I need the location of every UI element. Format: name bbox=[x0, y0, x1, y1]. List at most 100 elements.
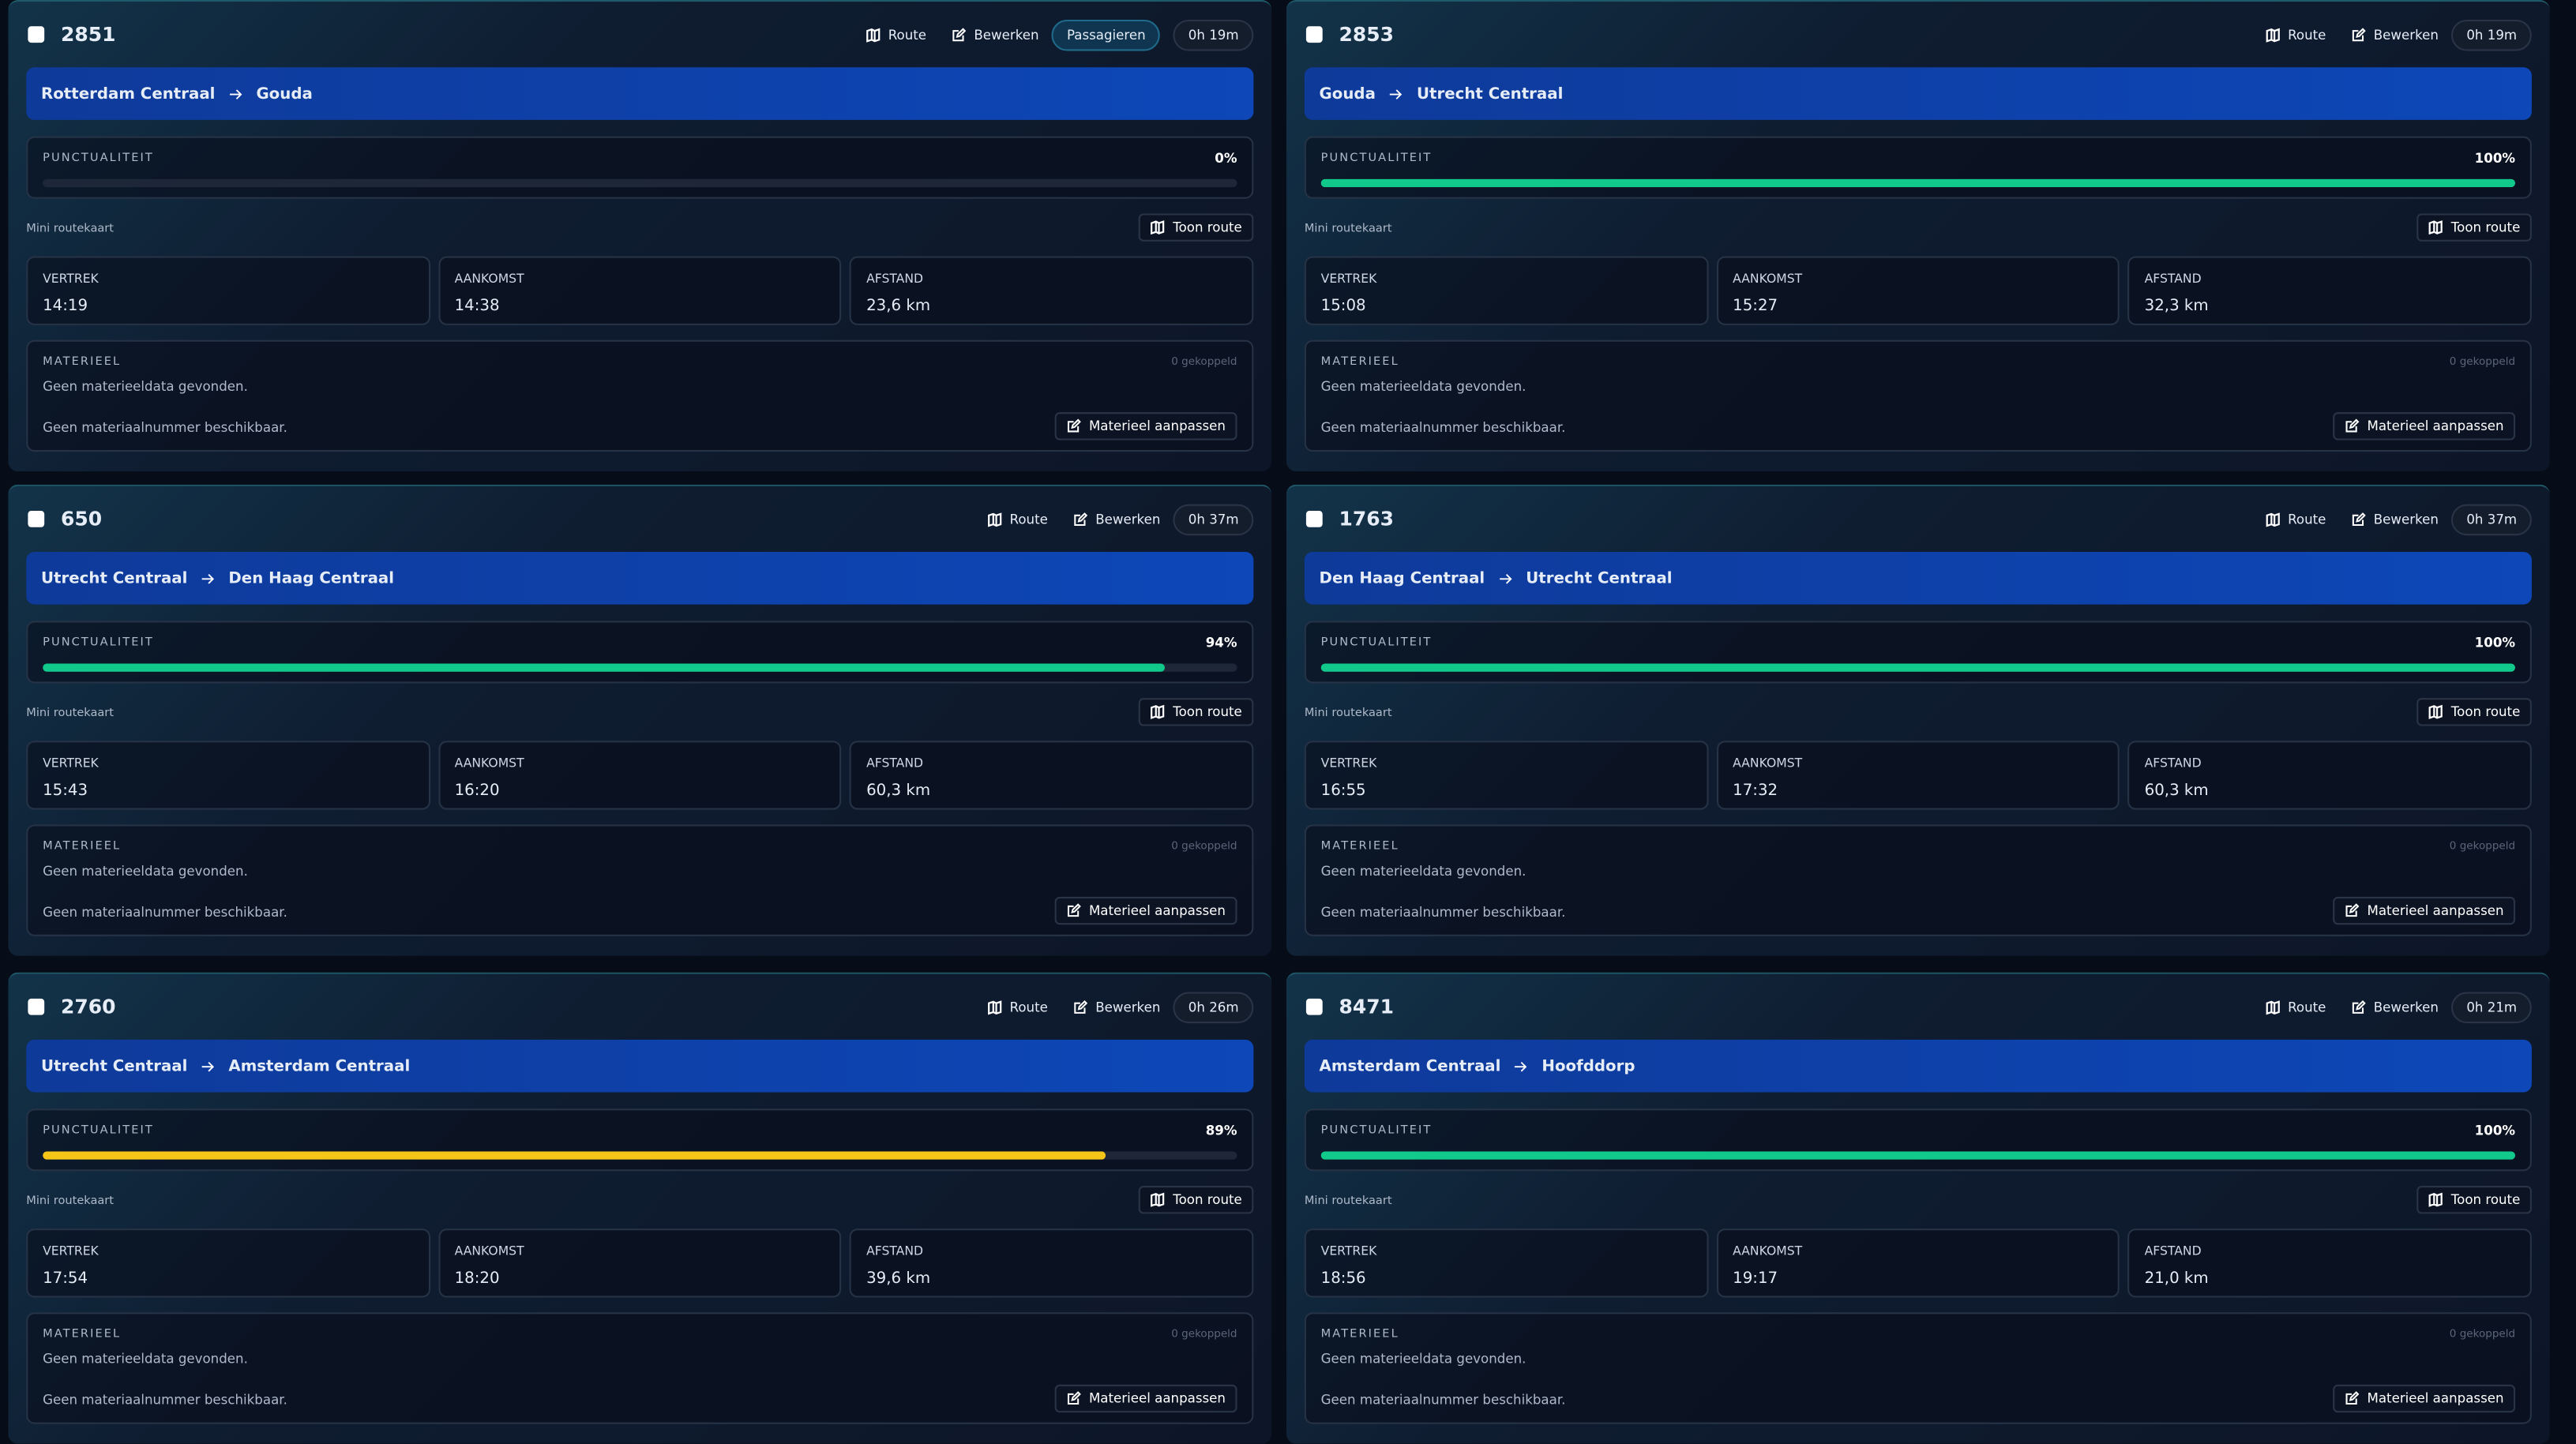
departure-value: 15:43 bbox=[43, 782, 88, 801]
punctuality-box: PUNCTUALITEIT 89% bbox=[26, 1108, 1254, 1172]
show-route-button[interactable]: Toon route bbox=[1138, 213, 1254, 242]
card-header: 2853 Route Bewerken 0h 19m bbox=[1305, 2, 2532, 67]
edit-text: Bewerken bbox=[2373, 512, 2439, 527]
route-button[interactable]: Route bbox=[2265, 1000, 2326, 1015]
map-icon bbox=[866, 27, 880, 42]
route-button[interactable]: Route bbox=[986, 999, 1048, 1015]
punctuality-row: PUNCTUALITEIT 94% bbox=[43, 636, 1237, 651]
edit-material-button[interactable]: Materieel aanpassen bbox=[1054, 412, 1237, 441]
select-checkbox[interactable] bbox=[1305, 26, 1323, 43]
select-checkbox[interactable] bbox=[28, 511, 45, 527]
show-route-text: Toon route bbox=[2450, 1192, 2521, 1208]
material-box: MATERIEEL 0 gekoppeld Geen materieeldata g… bbox=[1304, 339, 2532, 452]
edit-material-button[interactable]: Materieel aanpassen bbox=[1054, 1384, 1237, 1413]
select-checkbox[interactable] bbox=[1305, 998, 1323, 1015]
show-route-button[interactable]: Toon route bbox=[2416, 1186, 2532, 1214]
punctuality-track bbox=[1320, 663, 2516, 672]
edit-button[interactable]: Bewerken bbox=[2351, 512, 2439, 527]
punctuality-value: 94% bbox=[1205, 636, 1237, 651]
arrow-icon bbox=[1390, 88, 1403, 99]
material-header: MATERIEEL 0 gekoppeld bbox=[1321, 354, 2515, 368]
material-label: MATERIEEL bbox=[43, 354, 122, 369]
select-checkbox[interactable] bbox=[28, 26, 45, 43]
no-number-text: Geen materiaalnummer beschikbaar. bbox=[43, 420, 287, 436]
show-route-text: Toon route bbox=[1173, 1192, 1242, 1208]
map-icon bbox=[2265, 27, 2279, 42]
origin: Utrecht Centraal bbox=[41, 1056, 188, 1075]
no-number-text: Geen materiaalnummer beschikbaar. bbox=[1320, 905, 1566, 921]
show-route-button[interactable]: Toon route bbox=[2416, 213, 2532, 242]
departure-label: VERTREK bbox=[43, 1243, 99, 1258]
material-label: MATERIEEL bbox=[1320, 354, 1399, 369]
edit-text: Bewerken bbox=[974, 27, 1039, 43]
punctuality-value: 100% bbox=[2474, 1123, 2516, 1138]
route-text: Route bbox=[2288, 27, 2326, 43]
distance-box: AFSTAND 60,3 km bbox=[850, 741, 1254, 810]
punctuality-box: PUNCTUALITEIT 100% bbox=[1304, 1108, 2532, 1172]
route-text: Route bbox=[1009, 512, 1048, 527]
departure-value: 14:19 bbox=[43, 297, 88, 316]
arrow-icon bbox=[1499, 573, 1512, 583]
material-box: MATERIEEL 0 gekoppeld Geen materieeldata g… bbox=[26, 339, 1254, 452]
origin: Rotterdam Centraal bbox=[41, 84, 216, 103]
edit-material-button[interactable]: Materieel aanpassen bbox=[2332, 1384, 2516, 1413]
route-banner: Den Haag Centraal Utrecht Centraal bbox=[1304, 552, 2532, 605]
punctuality-row: PUNCTUALITEIT 100% bbox=[1321, 636, 2515, 651]
edit-material-text: Materieel aanpassen bbox=[2367, 903, 2504, 918]
train-number: 650 bbox=[60, 507, 103, 531]
select-checkbox[interactable] bbox=[28, 998, 45, 1015]
punctuality-row: PUNCTUALITEIT 100% bbox=[1321, 151, 2515, 166]
edit-material-button[interactable]: Materieel aanpassen bbox=[2332, 896, 2516, 925]
no-material-text: Geen materieeldata gevonden. bbox=[1320, 1352, 1526, 1367]
route-banner: Rotterdam Centraal Gouda bbox=[26, 67, 1254, 120]
edit-icon bbox=[952, 27, 966, 41]
duration-pill: 0h 19m bbox=[2451, 18, 2532, 51]
distance-box: AFSTAND 60,3 km bbox=[2127, 741, 2532, 810]
show-route-button[interactable]: Toon route bbox=[1138, 698, 1254, 726]
show-route-button[interactable]: Toon route bbox=[1138, 1186, 1254, 1214]
edit-button[interactable]: Bewerken bbox=[1072, 1000, 1160, 1015]
distance-box: AFSTAND 39,6 km bbox=[850, 1228, 1254, 1298]
route-button[interactable]: Route bbox=[866, 27, 926, 42]
edit-button[interactable]: Bewerken bbox=[2351, 27, 2439, 42]
punctuality-box: PUNCTUALITEIT 100% bbox=[1304, 136, 2532, 199]
route-button[interactable]: Route bbox=[2265, 512, 2326, 527]
trip-card: 650 Route Bewerken 0h 37m Utrecht Centraal De… bbox=[8, 484, 1272, 956]
edit-material-button[interactable]: Materieel aanpassen bbox=[1054, 896, 1237, 925]
trip-card: 2853 Route Bewerken 0h 19m Gouda Utrecht Cent… bbox=[1286, 0, 2550, 472]
edit-button[interactable]: Bewerken bbox=[2351, 1000, 2439, 1015]
show-route-button[interactable]: Toon route bbox=[2416, 698, 2532, 726]
coupled-count: 0 gekoppeld bbox=[2449, 354, 2516, 369]
no-material-text: Geen materieeldata gevonden. bbox=[1320, 379, 1526, 395]
material-label: MATERIEEL bbox=[1320, 839, 1399, 853]
show-route-text: Toon route bbox=[2450, 219, 2521, 235]
arrival-label: AANKOMST bbox=[1733, 271, 1803, 286]
arrival-box: AANKOMST 17:32 bbox=[1716, 741, 2120, 810]
train-number: 2760 bbox=[60, 995, 116, 1018]
distance-label: AFSTAND bbox=[866, 755, 924, 771]
map-icon bbox=[2428, 704, 2443, 719]
arrival-box: AANKOMST 16:20 bbox=[437, 741, 842, 810]
edit-button[interactable]: Bewerken bbox=[951, 27, 1039, 43]
punctuality-track bbox=[1320, 1151, 2516, 1160]
edit-text: Bewerken bbox=[1095, 512, 1161, 527]
punctuality-bar bbox=[1320, 1151, 2516, 1160]
route-button[interactable]: Route bbox=[2265, 27, 2326, 42]
material-box: MATERIEEL 0 gekoppeld Geen materieeldata g… bbox=[1304, 1312, 2532, 1424]
select-checkbox[interactable] bbox=[1305, 511, 1323, 527]
origin: Gouda bbox=[1319, 84, 1376, 103]
departure-box: VERTREK 16:55 bbox=[1304, 741, 1708, 810]
route-text: Route bbox=[1009, 999, 1048, 1015]
edit-button[interactable]: Bewerken bbox=[1072, 512, 1160, 527]
show-route-text: Toon route bbox=[1173, 219, 1242, 235]
punctuality-track bbox=[43, 663, 1237, 672]
punctuality-label: PUNCTUALITEIT bbox=[43, 1123, 154, 1137]
route-button[interactable]: Route bbox=[986, 512, 1048, 527]
card-header: 8471 Route Bewerken 0h 21m bbox=[1305, 974, 2532, 1040]
arrival-box: AANKOMST 15:27 bbox=[1716, 256, 2120, 325]
edit-material-button[interactable]: Materieel aanpassen bbox=[2332, 412, 2516, 441]
punctuality-row: PUNCTUALITEIT 89% bbox=[43, 1123, 1237, 1138]
duration-pill: 0h 26m bbox=[1173, 991, 1254, 1023]
train-number: 1763 bbox=[1339, 507, 1395, 531]
punctuality-box: PUNCTUALITEIT 100% bbox=[1304, 621, 2532, 684]
